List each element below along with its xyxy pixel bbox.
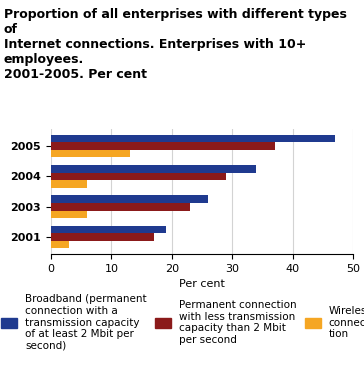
Bar	[51, 142, 274, 150]
Bar	[51, 180, 87, 188]
Bar	[51, 233, 154, 241]
X-axis label: Per cent: Per cent	[179, 280, 225, 289]
Legend: Broadband (permanent
connection with a
transmission capacity
of at least 2 Mbit : Broadband (permanent connection with a t…	[1, 294, 364, 351]
Bar	[51, 226, 166, 233]
Bar	[51, 150, 130, 158]
Bar	[51, 173, 226, 180]
Bar	[51, 135, 335, 142]
Bar	[51, 210, 87, 218]
Bar	[51, 196, 208, 203]
Bar	[51, 203, 190, 210]
Text: Proportion of all enterprises with different types of
Internet connections. Ente: Proportion of all enterprises with diffe…	[4, 8, 347, 81]
Bar	[51, 241, 69, 248]
Bar	[51, 165, 256, 173]
